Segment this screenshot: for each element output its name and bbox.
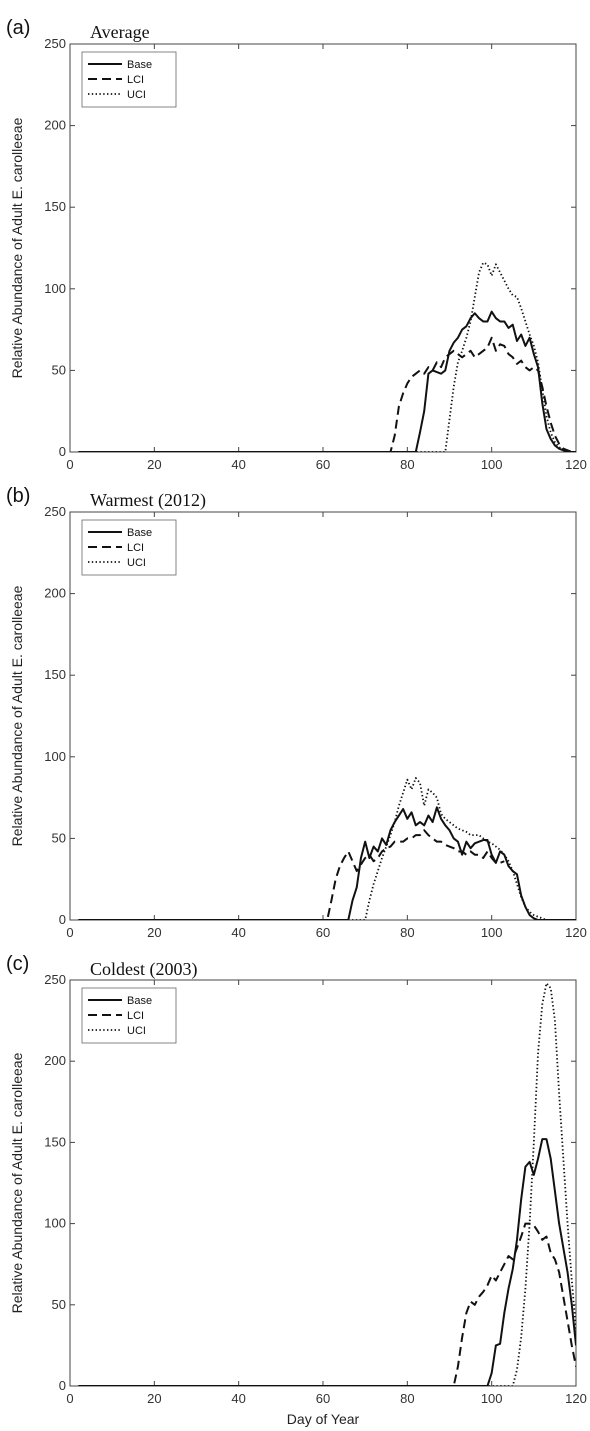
legend-label: UCI [127, 557, 146, 569]
series-line-lci [78, 829, 505, 920]
x-tick-label: 0 [66, 457, 73, 472]
y-axis-label: Relative Abundance of Adult E. carolleea… [9, 117, 25, 378]
legend-box [81, 519, 177, 576]
y-tick-label: 200 [44, 586, 66, 601]
x-tick-label: 20 [147, 457, 161, 472]
legend: Base LCI UCI [81, 51, 177, 108]
x-axis-label: Day of Year [287, 1411, 360, 1427]
legend-label: UCI [127, 89, 146, 101]
legend-label: LCI [127, 74, 144, 86]
panel-label: (c) [6, 953, 29, 975]
x-tick-label: 40 [231, 925, 245, 940]
y-tick-label: 250 [44, 36, 66, 51]
x-tick-label: 40 [231, 1391, 245, 1406]
legend-label: LCI [127, 542, 144, 554]
x-tick-label: 40 [231, 457, 245, 472]
panel-title: Coldest (2003) [90, 959, 198, 980]
panel-2: (b) Warmest (2012) 0 20 40 60 80 100 120 0 50 100 15… [6, 485, 587, 940]
x-tick-label: 100 [481, 1391, 503, 1406]
x-tick-label: 100 [481, 457, 503, 472]
y-tick-label: 150 [44, 1134, 66, 1149]
y-axis-label: Relative Abundance of Adult E. carolleea… [9, 585, 25, 846]
y-tick-label: 250 [44, 972, 66, 987]
series-group [78, 982, 576, 1386]
series-group [78, 777, 576, 920]
y-tick-label: 0 [59, 444, 66, 459]
legend-box [81, 51, 177, 108]
series-line-lci [78, 1222, 576, 1386]
x-tick-label: 20 [147, 925, 161, 940]
series-line-uci [78, 777, 576, 920]
x-tick-label: 80 [400, 925, 414, 940]
y-tick-label: 200 [44, 118, 66, 133]
series-line-uci [78, 982, 576, 1386]
x-tick-label: 0 [66, 925, 73, 940]
legend-box [81, 987, 177, 1044]
y-axis-label: Relative Abundance of Adult E. carolleea… [9, 1052, 25, 1313]
x-tick-label: 120 [565, 457, 587, 472]
legend-label: Base [127, 995, 152, 1007]
series-line-lci [78, 336, 576, 452]
x-tick-label: 0 [66, 1391, 73, 1406]
series-line-base [78, 806, 576, 920]
panel-1: (a) Average 0 20 40 60 80 100 120 0 50 100 150 200 250… [6, 17, 587, 472]
x-tick-label: 60 [316, 457, 330, 472]
panel-title: Average [90, 22, 150, 42]
y-tick-label: 50 [52, 1297, 66, 1312]
series-group [78, 261, 576, 452]
legend: Base LCI UCI [81, 519, 177, 576]
panel-3: (c) Coldest (2003) 0 20 40 60 80 100 120 0 50 100 15… [6, 953, 587, 1427]
x-tick-label: 80 [400, 457, 414, 472]
x-tick-label: 80 [400, 1391, 414, 1406]
legend-label: LCI [127, 1010, 144, 1022]
panel-label: (a) [6, 17, 30, 39]
y-tick-label: 100 [44, 749, 66, 764]
x-tick-label: 120 [565, 1391, 587, 1406]
y-tick-label: 250 [44, 504, 66, 519]
series-line-base [78, 1138, 576, 1386]
legend-label: UCI [127, 1025, 146, 1037]
y-tick-label: 100 [44, 281, 66, 296]
legend-label: Base [127, 59, 152, 71]
y-tick-label: 100 [44, 1216, 66, 1231]
y-tick-label: 0 [59, 912, 66, 927]
y-tick-label: 200 [44, 1053, 66, 1068]
series-line-base [78, 310, 576, 452]
y-tick-label: 50 [52, 830, 66, 845]
legend: Base LCI UCI [81, 987, 177, 1044]
series-line-uci [78, 261, 576, 452]
x-tick-label: 60 [316, 925, 330, 940]
x-tick-label: 20 [147, 1391, 161, 1406]
panel-label: (b) [6, 485, 30, 507]
y-tick-label: 0 [59, 1378, 66, 1393]
panel-title: Warmest (2012) [90, 490, 206, 511]
x-tick-label: 100 [481, 925, 503, 940]
y-tick-label: 50 [52, 362, 66, 377]
x-tick-label: 60 [316, 1391, 330, 1406]
x-tick-label: 120 [565, 925, 587, 940]
y-tick-label: 150 [44, 199, 66, 214]
legend-label: Base [127, 527, 152, 539]
y-tick-label: 150 [44, 667, 66, 682]
